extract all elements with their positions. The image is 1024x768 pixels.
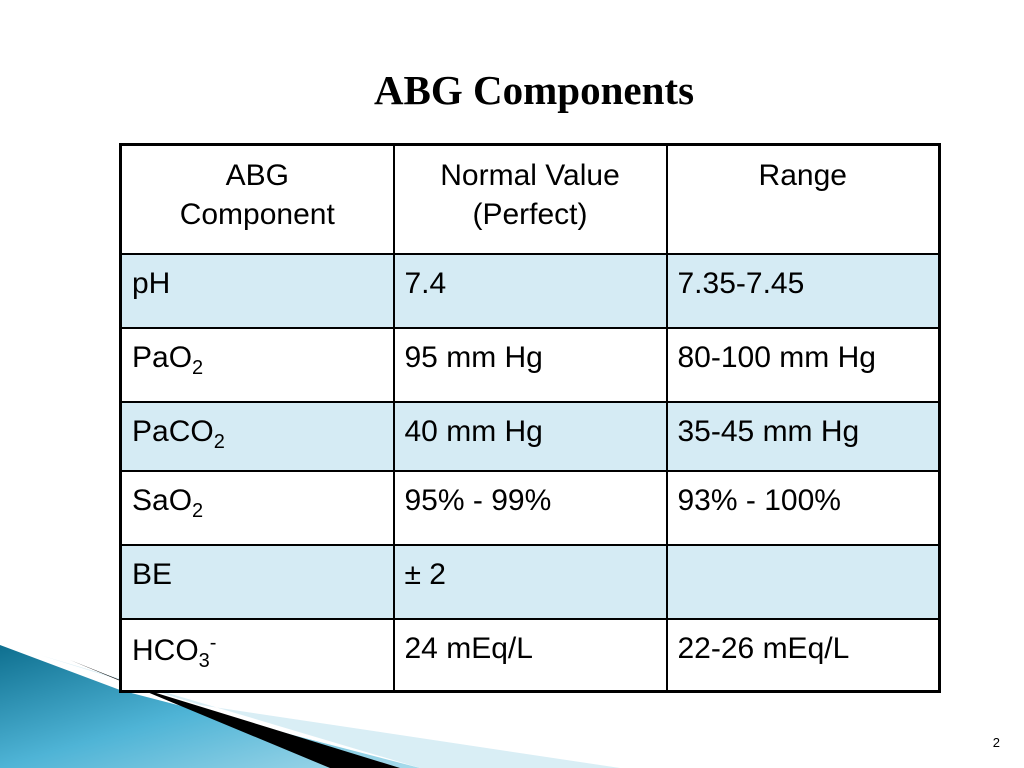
table-row: PaO2 95 mm Hg 80-100 mm Hg xyxy=(119,326,941,403)
header-cell: Normal Value (Perfect) xyxy=(392,143,668,255)
subscript: 2 xyxy=(213,430,225,453)
cell-text: 93% - 100% xyxy=(677,483,841,517)
table-row: PaCO2 40 mm Hg 35-45 mm Hg xyxy=(119,400,941,472)
cell-text: 95 mm Hg xyxy=(404,340,543,374)
value-cell: 35-45 mm Hg xyxy=(665,400,941,472)
value-cell: 40 mm Hg xyxy=(392,400,668,472)
table: ABG Component Normal Value (Perfect) Range pH… xyxy=(119,143,941,693)
cell-text: 24 mEq/L xyxy=(404,631,533,665)
value-cell: 22-26 mEq/L xyxy=(665,617,941,693)
component-name: BE xyxy=(132,557,173,591)
value-cell: 95% - 99% xyxy=(392,469,668,546)
value-cell: 93% - 100% xyxy=(665,469,941,546)
table-row: SaO2 95% - 99% 93% - 100% xyxy=(119,469,941,546)
table-row: pH 7.4 7.35-7.45 xyxy=(119,252,941,329)
cell-text: 7.35-7.45 xyxy=(677,266,805,300)
component-name: PaCO xyxy=(132,414,214,448)
component-cell: SaO2 xyxy=(119,469,395,546)
value-cell: 95 mm Hg xyxy=(392,326,668,403)
component-cell: BE xyxy=(119,543,395,620)
component-name: PaO xyxy=(132,340,193,374)
value-cell: 7.35-7.45 xyxy=(665,252,941,329)
title: ABG Components xyxy=(373,67,695,113)
cell-text: 80-100 mm Hg xyxy=(677,340,876,374)
header-cell: Range xyxy=(665,143,941,255)
component-name: HCO xyxy=(132,633,199,667)
cell-text: 22-26 mEq/L xyxy=(677,631,850,665)
component-name: pH xyxy=(132,266,171,300)
subscript: 2 xyxy=(192,499,204,522)
value-cell xyxy=(665,543,941,620)
cell-text: 35-45 mm Hg xyxy=(677,414,860,448)
component-name: SaO xyxy=(132,483,193,517)
component-cell: pH xyxy=(119,252,395,329)
page-number: 2 xyxy=(992,735,1000,750)
table-row: HCO3- 24 mEq/L 22-26 mEq/L xyxy=(119,617,941,693)
superscript: - xyxy=(209,631,217,654)
value-cell: 7.4 xyxy=(392,252,668,329)
subscript: 3 xyxy=(198,649,210,672)
cell-text: ± 2 xyxy=(404,557,446,591)
subscript: 2 xyxy=(192,356,204,379)
cell-text: 7.4 xyxy=(404,266,447,300)
value-cell: 24 mEq/L xyxy=(392,617,668,693)
value-cell: 80-100 mm Hg xyxy=(665,326,941,403)
header-cell: ABG Component xyxy=(119,143,395,255)
table-row: BE ± 2 xyxy=(119,543,941,620)
component-cell: PaO2 xyxy=(119,326,395,403)
header-line: Normal Value xyxy=(440,159,620,192)
value-cell: ± 2 xyxy=(392,543,668,620)
cell-text: 40 mm Hg xyxy=(404,414,543,448)
component-cell: PaCO2 xyxy=(119,400,395,472)
header-line: Range xyxy=(758,159,847,192)
cell-text: 95% - 99% xyxy=(404,483,552,517)
component-cell: HCO3- xyxy=(119,617,395,693)
header-line: Component xyxy=(179,198,335,231)
header-line: (Perfect) xyxy=(472,198,588,231)
header-line: ABG xyxy=(225,159,289,192)
